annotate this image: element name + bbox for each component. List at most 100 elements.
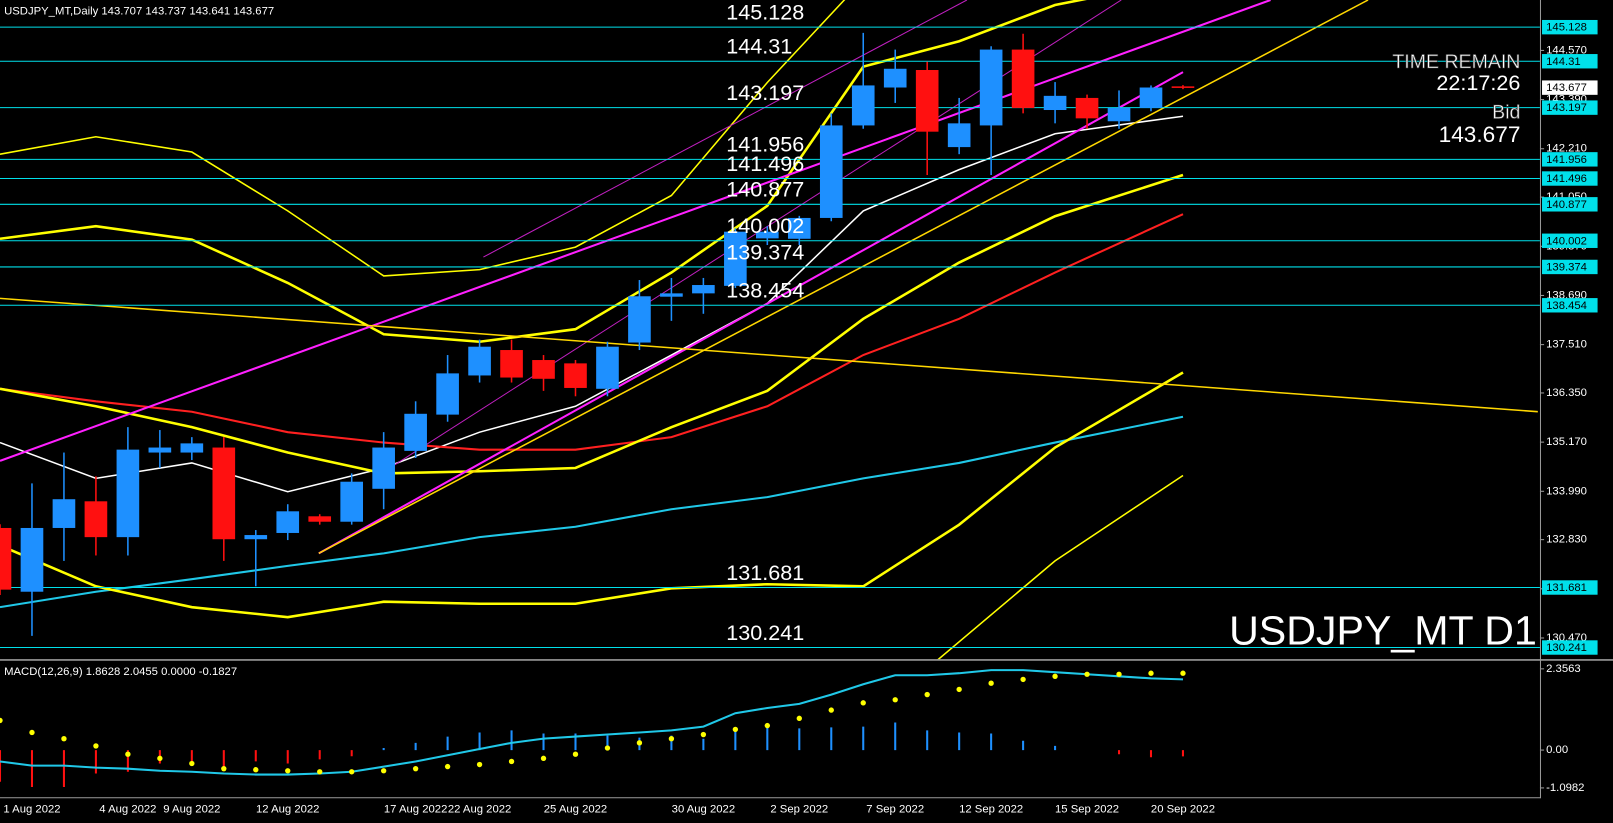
level-box [1542,100,1598,115]
candle-body [532,360,555,379]
level-label: 130.241 [726,620,804,645]
candle-body [468,346,491,376]
y-tick-label: 133.990 [1546,485,1587,497]
candle-body [276,511,300,533]
candle-body [84,501,108,538]
candle-body [692,285,715,294]
macd-title: MACD(12,26,9) 1.8628 2.0455 0.0000 -0.18… [4,666,237,678]
level-box-label: 140.877 [1546,199,1587,211]
candle-body [148,447,172,453]
candle-body [116,449,140,538]
macd-signal-dot [285,768,291,774]
macd-signal-dot [157,755,163,762]
candle-body [1107,107,1131,122]
x-tick-label: 25 Aug 2022 [544,804,607,816]
level-box-label: 141.956 [1546,154,1587,166]
macd-signal-dot [253,767,259,773]
macd-signal-dot [476,761,483,768]
level-label: 143.197 [726,80,804,105]
macd-signal-dot [125,751,131,757]
trend-line [318,0,1369,555]
level-box-label: 141.496 [1546,173,1587,185]
macd-signal-dot [700,731,707,738]
level-box [1542,19,1598,35]
level-label: 138.454 [726,278,804,303]
macd-signal-dot [764,722,771,729]
trend-line [318,71,1184,555]
level-label: 141.956 [726,132,804,157]
macd-pane [0,669,1186,787]
macd-signal-dot [604,745,611,751]
macd-signal-dot [508,758,515,765]
candle-body [1139,87,1163,108]
level-box-label: 130.241 [1546,642,1587,654]
x-tick-label: 9 Aug 2022 [163,804,220,816]
x-tick-label: 17 Aug 2022 [384,804,447,816]
macd-signal-dot [61,736,67,742]
candle-body [756,231,779,239]
level-box-label: 140.002 [1546,235,1587,247]
trend-line [0,297,1538,413]
x-tick-label: 22 Aug 2022 [448,804,511,816]
level-box [1542,640,1598,655]
macd-signal-dot [636,740,643,746]
macd-signal-dot [0,717,3,724]
labels: USDJPY_MT,Daily 143.707 143.737 143.641 … [3,0,1598,816]
candle-body [1171,86,1195,88]
macd-signal-dot [796,715,802,722]
level-label: 140.877 [726,177,804,202]
candle-body [404,413,427,451]
candle-body [500,350,523,378]
candle-body [915,70,939,132]
x-tick-label: 7 Sep 2022 [866,804,924,816]
macd-signal-dot [924,691,930,698]
macd-signal-dot [221,765,227,772]
candle-body [436,373,459,415]
y-tick-label: 132.830 [1546,534,1587,546]
macd-signal-dot [412,765,419,772]
level-box [1542,233,1598,248]
macd-signal-dot [1180,670,1186,676]
candle-body [0,527,12,590]
macd-signal-dot [93,743,99,749]
candle-body [851,85,875,126]
axes [0,0,1613,799]
macd-signal-dot [1052,673,1058,679]
level-label: 131.681 [726,560,804,585]
macd-line [0,669,1184,776]
macd-signal-dot [189,760,195,767]
y-tick-label: 136.350 [1546,387,1587,399]
macd-signal-dot [1084,671,1090,677]
timer: 22:17:26 [1436,70,1520,95]
macd-signal-dot [860,700,866,706]
level-label: 141.496 [726,151,804,176]
macd-signal-dot [828,707,834,713]
indicator-line [0,173,1184,475]
candle-body [212,447,236,540]
indicator-line [0,0,846,277]
level-label: 145.128 [726,0,804,24]
macd-signal-dot [349,769,355,775]
macd-signal-dot [1116,671,1122,677]
macd-signal-dot [1020,676,1026,683]
bid-label: Bid [1492,101,1520,123]
price-pane [0,0,1540,660]
level-label: 144.31 [726,34,792,59]
candle-body [1011,49,1035,108]
y-tick-label: 144.570 [1546,44,1587,56]
macd-signal-dot [1148,670,1154,676]
candle-body [819,125,843,218]
price-box-label: 143.677 [1546,82,1587,94]
macd-signal-dot [29,729,35,736]
candle-body [180,443,204,453]
x-tick-label: 4 Aug 2022 [99,804,156,816]
x-tick-label: 12 Sep 2022 [959,804,1023,816]
timer-label: TIME REMAIN [1392,51,1520,73]
y-tick-label: 142.210 [1546,143,1587,155]
candle-body [564,363,587,388]
candle-body [52,499,76,528]
macd-tick-label: -1.0982 [1546,782,1584,794]
